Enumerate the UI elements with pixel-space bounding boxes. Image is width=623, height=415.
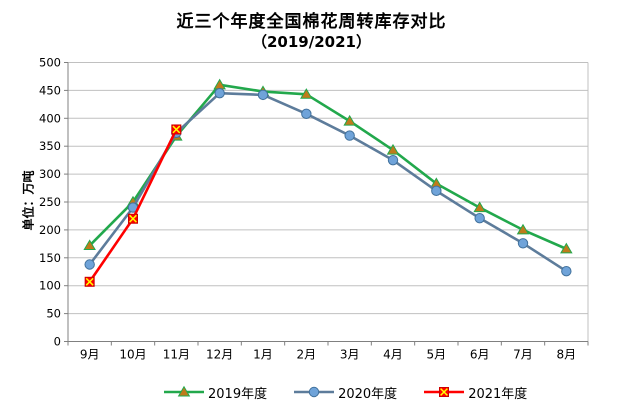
x-tick-label: 7月 [513, 348, 533, 362]
legend-item-2019年度: 2019年度 [163, 383, 267, 402]
marker-cross-stroke [172, 125, 181, 134]
data-point-2019年度-9月 [83, 239, 96, 251]
data-point-2020年度-4月 [387, 154, 399, 166]
x-tick-label: 11月 [163, 348, 190, 362]
legend-marker [308, 386, 320, 398]
data-point-2019年度-8月 [560, 242, 573, 254]
legend-label: 2021年度 [468, 386, 528, 402]
y-tick-label: 450 [39, 83, 61, 97]
x-tick-label: 8月 [557, 348, 577, 362]
data-point-2020年度-5月 [431, 185, 442, 197]
marker-cross-stroke [85, 277, 94, 286]
data-point-2019年度-2月 [300, 88, 313, 99]
data-point-2019年度-7月 [516, 223, 530, 235]
x-tick-label: 6月 [470, 348, 490, 362]
series-2020年度 [84, 87, 572, 277]
data-point-2020年度-12月 [214, 87, 225, 99]
legend-item-2021年度: 2021年度 [423, 383, 527, 402]
y-tick-label: 200 [39, 223, 61, 237]
data-point-2019年度-3月 [343, 114, 356, 126]
x-tick-label: 10月 [119, 348, 146, 362]
data-point-2020年度-3月 [344, 130, 355, 141]
y-tick-label: 0 [54, 335, 61, 349]
legend-marker [439, 387, 450, 397]
y-axis-ticks: 0 50 100 150 200 250 300 350 400 450 500 [39, 56, 68, 349]
marker-cross-stroke [129, 214, 137, 223]
legend-marker-icon [424, 387, 465, 397]
legend-marker [177, 385, 191, 397]
chart-title: 近三个年度全国棉花周转库存对比 [176, 12, 447, 32]
y-tick-label: 100 [39, 279, 61, 293]
series-2021年度 [84, 124, 182, 287]
y-tick-label: 250 [39, 195, 61, 209]
x-tick-label: 12月 [206, 348, 233, 362]
y-tick-label: 300 [39, 167, 61, 181]
legend-label: 2019年度 [208, 386, 268, 402]
series-line-2019年度 [88, 83, 568, 251]
x-axis-ticks: 9月 10月 11月 12月 1月 2月 3月 4月 5月 6月 7月 8月 [67, 341, 589, 362]
data-point-2021年度-11月 [171, 124, 182, 135]
data-point-2019年度-6月 [473, 201, 486, 213]
x-tick-label: 1月 [253, 348, 273, 362]
chart-legend: 2019年度 2020年度 2021年度 [163, 381, 527, 403]
data-point-2020年度-9月 [84, 259, 95, 270]
y-tick-label: 500 [39, 56, 61, 70]
data-point-2019年度-4月 [386, 143, 400, 155]
legend-marker-icon [164, 385, 204, 397]
x-tick-label: 2月 [297, 348, 317, 362]
series-line-2020年度 [88, 91, 568, 273]
data-point-2020年度-7月 [517, 238, 529, 249]
data-point-2021年度-10月 [128, 213, 138, 224]
gridlines [68, 62, 589, 342]
y-tick-label: 400 [39, 111, 61, 125]
data-point-2020年度-6月 [474, 212, 485, 224]
legend-marker-icon [294, 386, 335, 398]
data-point-2020年度-1月 [257, 89, 269, 101]
chart-subtitle: （2019/2021） [252, 33, 371, 51]
x-tick-label: 3月 [340, 348, 360, 362]
y-tick-label: 150 [39, 251, 61, 265]
data-point-2020年度-8月 [561, 265, 572, 277]
legend-item-2020年度: 2020年度 [293, 383, 397, 402]
x-tick-label: 5月 [427, 348, 447, 362]
data-point-2021年度-9月 [84, 276, 95, 287]
y-tick-label: 50 [46, 307, 61, 321]
y-tick-label: 350 [39, 139, 61, 153]
marker-cross-stroke [440, 388, 449, 396]
x-tick-label: 9月 [80, 348, 100, 362]
data-point-2020年度-2月 [301, 108, 312, 120]
x-tick-label: 4月 [383, 348, 403, 362]
legend-label: 2020年度 [338, 386, 398, 402]
